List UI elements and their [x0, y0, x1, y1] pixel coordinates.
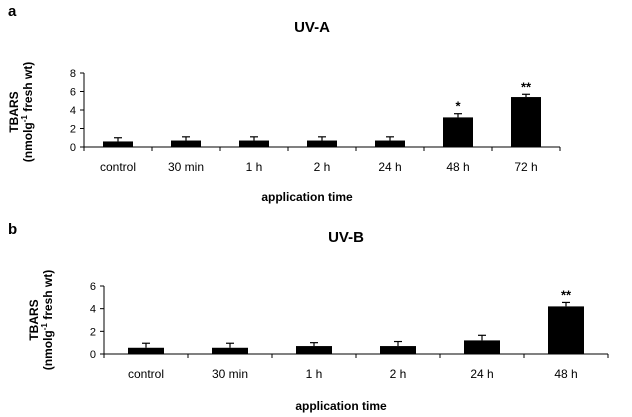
panel-a-bar-6: [511, 97, 541, 147]
panel-a-x-axis-label: application time: [261, 190, 353, 204]
panel-b-bar-0: [128, 347, 164, 354]
panel-b-y-axis-label-main: TBARS: [27, 299, 41, 340]
panel-a-x-tick-label-3: 2 h: [314, 160, 331, 174]
panel-a-y-tick-label: 2: [70, 124, 76, 136]
panel-a-y-tick-label: 6: [70, 87, 76, 99]
panel-b-y-tick-label: 2: [90, 326, 96, 338]
panel-a-y-axis-label-main: TBARS: [7, 91, 21, 132]
panel-a-x-tick-label-0: control: [100, 160, 136, 174]
panel-b-bar-1: [212, 347, 248, 354]
panel-a-significance-6: **: [521, 79, 532, 94]
panel-a-bar-4: [375, 140, 405, 147]
panel-a-y-tick-label: 8: [70, 68, 76, 80]
panel-a-y-tick-label: 4: [70, 105, 76, 117]
panel-a-bar-5: [443, 117, 473, 147]
panel-b-letter: b: [8, 221, 17, 238]
panel-b-x-tick-label-0: control: [128, 367, 164, 381]
panel-b-bar-4: [464, 340, 500, 354]
panel-b-x-tick-label-1: 30 min: [212, 367, 248, 381]
panel-a-x-tick-label-1: 30 min: [168, 160, 204, 174]
panel-b-bar-5: [548, 306, 584, 354]
panel-b-x-tick-label-5: 48 h: [554, 367, 577, 381]
panel-a-bar-1: [171, 140, 201, 147]
panel-b-significance-5: **: [561, 287, 572, 302]
panel-a-bar-0: [103, 141, 133, 147]
panel-a-y-tick-label: 0: [70, 142, 76, 154]
panel-b-bar-2: [296, 346, 332, 354]
panel-b-y-tick-label: 0: [90, 349, 96, 361]
panel-a-x-tick-label-2: 1 h: [246, 160, 263, 174]
panel-b-x-tick-label-2: 1 h: [306, 367, 323, 381]
panel-b-y-tick-label: 6: [90, 281, 96, 293]
panel-a-y-axis-label-unit: (nmolg-1 fresh wt): [20, 62, 35, 162]
panel-b-x-tick-label-3: 2 h: [390, 367, 407, 381]
panel-a-significance-5: *: [455, 99, 461, 114]
panel-b-x-axis-label: application time: [295, 399, 387, 413]
panel-b-bar-3: [380, 346, 416, 354]
panel-b-y-axis-label-unit: (nmolg-1 fresh wt): [40, 270, 55, 370]
panel-b-y-tick-label: 4: [90, 304, 96, 316]
panel-a-bar-2: [239, 140, 269, 147]
panel-b-title: UV-B: [328, 229, 364, 246]
panel-a-x-tick-label-5: 48 h: [446, 160, 469, 174]
panel-a-bar-3: [307, 140, 337, 147]
panel-a-x-tick-label-4: 24 h: [378, 160, 401, 174]
panel-a-x-tick-label-6: 72 h: [514, 160, 537, 174]
panel-a-title: UV-A: [294, 19, 330, 36]
panel-b-x-tick-label-4: 24 h: [470, 367, 493, 381]
panel-a-letter: a: [8, 3, 17, 20]
